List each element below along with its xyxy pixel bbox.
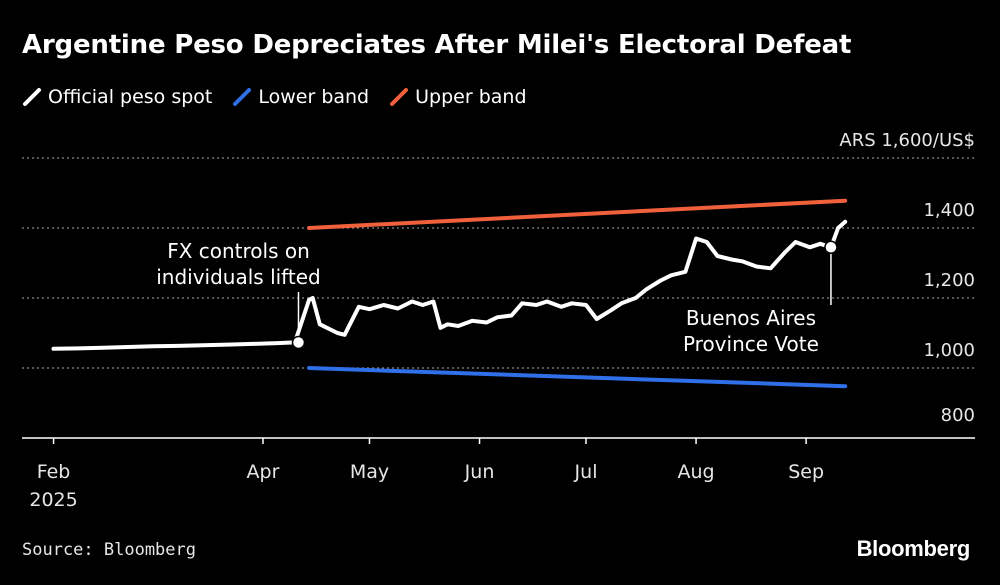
annotation-text-fx-0: FX controls on bbox=[167, 239, 310, 263]
x-tick-sublabel-feb: 2025 bbox=[29, 489, 77, 511]
legend-label-upper: Upper band bbox=[415, 86, 527, 108]
source-note: Source: Bloomberg bbox=[22, 540, 196, 560]
x-tick-label-apr: Apr bbox=[247, 461, 280, 483]
legend-label-lower: Lower band bbox=[258, 86, 370, 108]
annotation-text-vote-0: Buenos Aires bbox=[686, 306, 816, 330]
x-tick-label-jun: Jun bbox=[464, 461, 495, 483]
x-tick-label-aug: Aug bbox=[678, 461, 715, 483]
x-tick-label-jul: Jul bbox=[574, 461, 598, 483]
series-line-upper-band bbox=[307, 198, 848, 230]
series-line-lower-band bbox=[307, 366, 848, 389]
annotation-marker-vote bbox=[824, 240, 838, 254]
y-tick-label-1000: 1,000 bbox=[923, 340, 975, 361]
y-tick-label-800: 800 bbox=[941, 405, 975, 426]
legend-item-upper: Upper band bbox=[389, 86, 527, 108]
legend-item-lower: Lower band bbox=[232, 86, 369, 108]
legend-swatch-spot-line bbox=[23, 88, 41, 106]
annotation-marker-fx bbox=[291, 335, 306, 350]
y-tick-label-1200: 1,200 bbox=[923, 270, 975, 291]
legend-label-spot: Official peso spot bbox=[48, 86, 213, 108]
x-tick-label-may: May bbox=[350, 461, 389, 483]
brand-logo: Bloomberg bbox=[856, 536, 971, 561]
legend-swatch-upper-line bbox=[390, 88, 409, 106]
legend-item-spot: Official peso spot bbox=[22, 86, 212, 108]
chart-legend: Official peso spot Lower band Upper band bbox=[22, 86, 547, 108]
y-tick-label-1400: 1,400 bbox=[923, 200, 975, 221]
annotation-text-fx-1: individuals lifted bbox=[156, 265, 320, 289]
y-tick-label-1600: ARS 1,600/US$ bbox=[839, 130, 975, 151]
series-line-official-peso-spot bbox=[51, 219, 848, 351]
annotation-text-vote-1: Province Vote bbox=[683, 332, 819, 356]
x-tick-label-sep: Sep bbox=[788, 461, 824, 483]
legend-swatch-lower-line bbox=[233, 88, 252, 106]
chart-title: Argentine Peso Depreciates After Milei's… bbox=[22, 30, 852, 60]
x-tick-label-feb: Feb bbox=[37, 461, 71, 483]
legend-swatch-lower bbox=[233, 88, 252, 106]
legend-swatch-upper bbox=[390, 88, 409, 106]
legend-swatch-spot bbox=[23, 88, 41, 106]
